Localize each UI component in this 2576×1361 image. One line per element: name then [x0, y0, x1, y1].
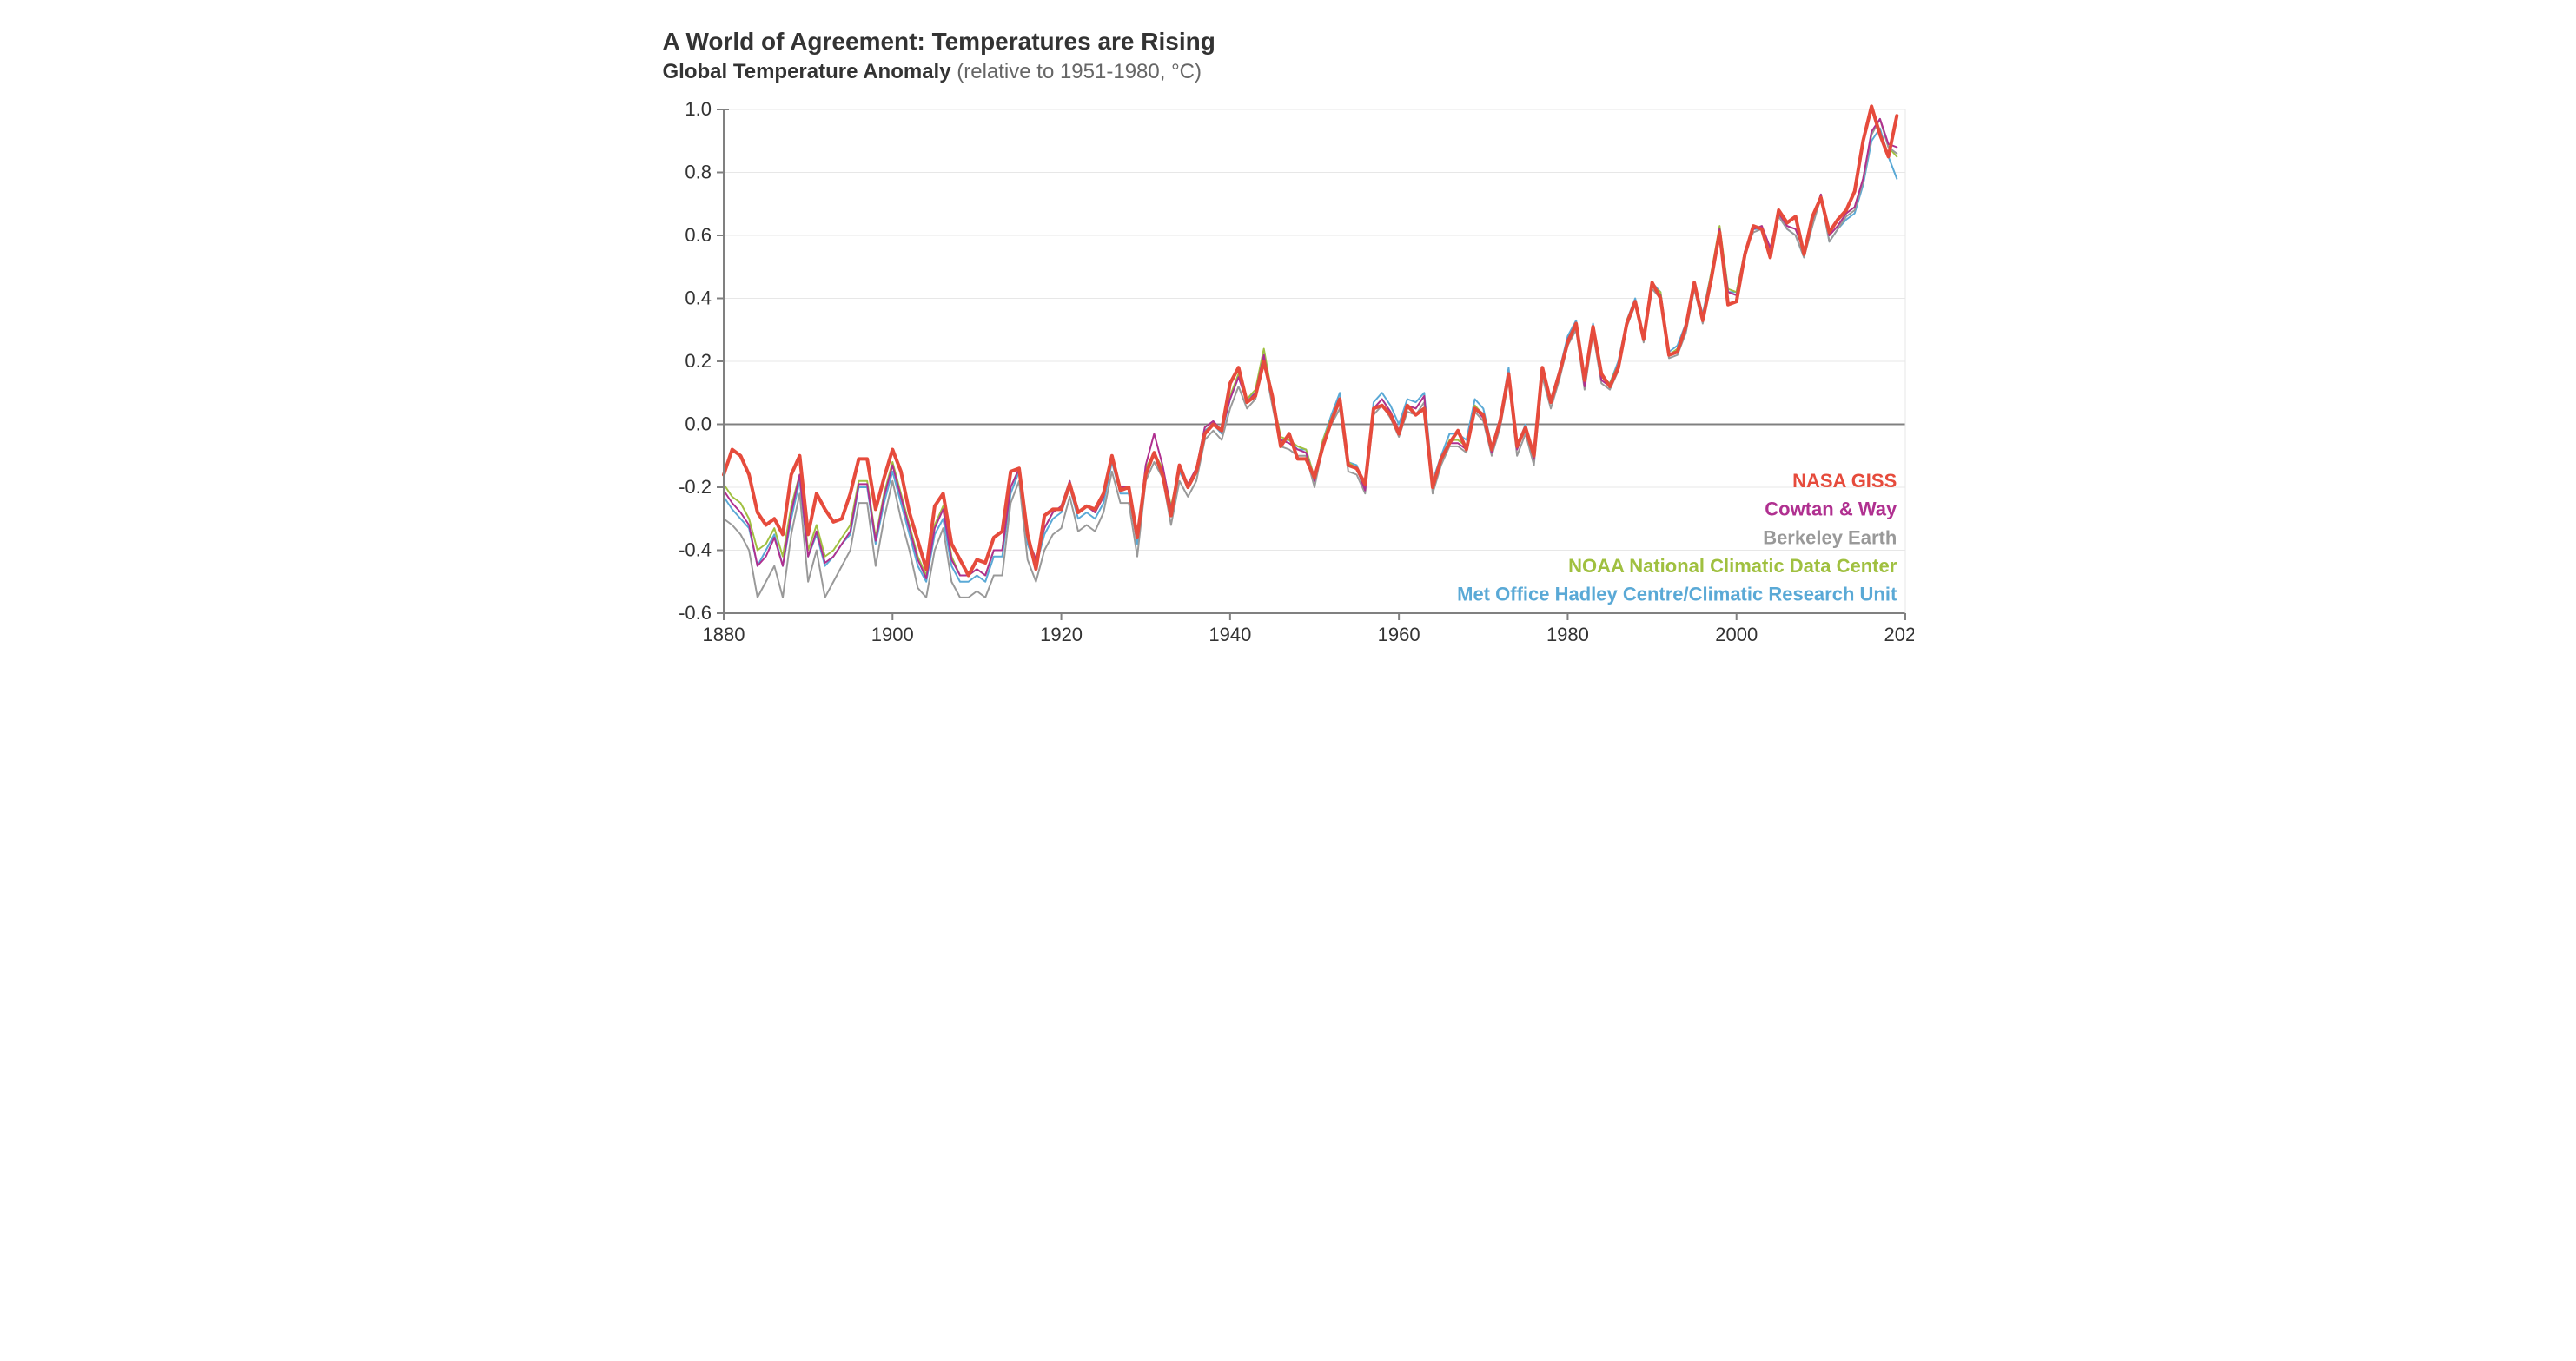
x-tick-label: 1980 [1546, 624, 1588, 645]
legend-label: Met Office Hadley Centre/Climatic Resear… [1457, 584, 1897, 605]
x-tick-label: 1900 [871, 624, 913, 645]
x-tick-label: 2000 [1715, 624, 1758, 645]
line-chart: -0.6 -0.4 -0.2 0.0 0.2 0.4 0.6 0.8 1.0 1880 1900 19… [663, 101, 1914, 657]
x-tick-label: 1960 [1377, 624, 1420, 645]
y-tick-label: -0.4 [679, 539, 712, 561]
chart-subtitle: Global Temperature Anomaly (relative to … [663, 58, 1914, 85]
y-tick-label: 1.0 [685, 101, 712, 120]
legend-label: NASA GISS [1792, 470, 1897, 492]
y-tick-label: 0.2 [685, 350, 712, 372]
x-tick-label: 1920 [1040, 624, 1083, 645]
y-tick-label: -0.6 [679, 602, 712, 624]
y-tick-label: 0.6 [685, 224, 712, 246]
subtitle-paren: (relative to 1951-1980, °C) [951, 60, 1202, 83]
y-tick-label: -0.2 [679, 476, 712, 498]
legend-label: Berkeley Earth [1763, 526, 1897, 548]
chart-title: A World of Agreement: Temperatures are R… [663, 26, 1914, 56]
legend-label: NOAA National Climatic Data Center [1568, 555, 1897, 577]
chart-container: A World of Agreement: Temperatures are R… [663, 26, 1914, 657]
subtitle-bold: Global Temperature Anomaly [663, 60, 951, 83]
y-tick-label: 0.8 [685, 162, 712, 183]
x-tick-label: 1940 [1209, 624, 1251, 645]
legend-label: Cowtan & Way [1765, 499, 1897, 520]
y-tick-label: 0.4 [685, 287, 712, 309]
x-tick-label: 1880 [702, 624, 745, 645]
y-tick-label: 0.0 [685, 413, 712, 435]
x-tick-label: 2020 [1884, 624, 1913, 645]
